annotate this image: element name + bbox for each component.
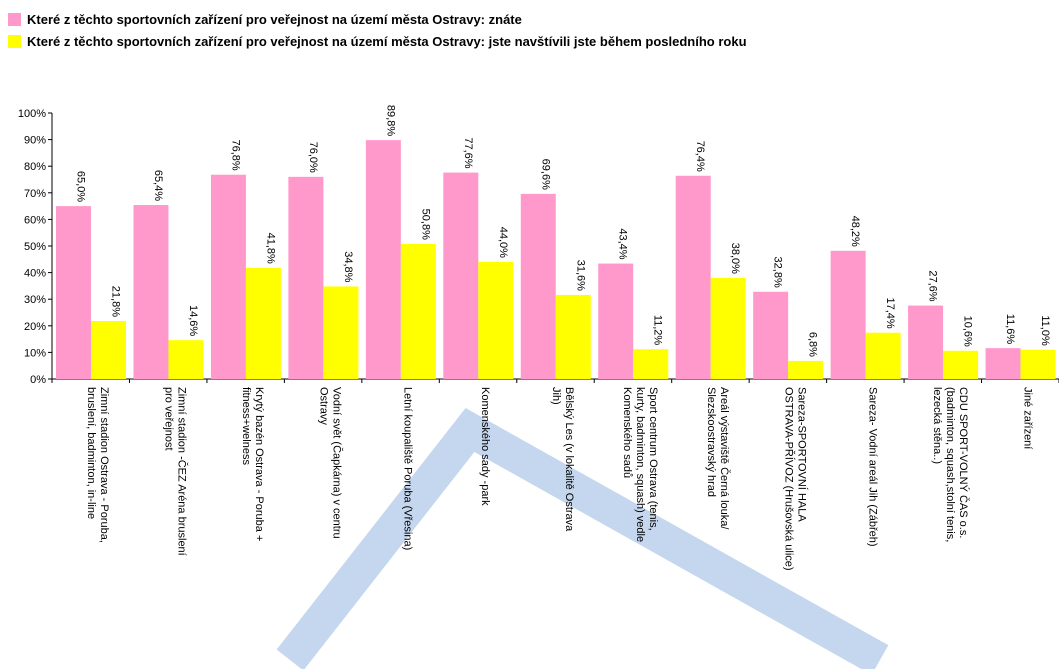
data-label: 48,2% bbox=[849, 216, 861, 247]
data-label: 27,6% bbox=[927, 270, 939, 301]
legend-label-visited: Které z těchto sportovních zařízení pro … bbox=[27, 34, 747, 49]
bar-visited bbox=[711, 278, 746, 379]
data-label: 6,8% bbox=[807, 332, 819, 357]
bar-known bbox=[986, 348, 1021, 379]
bar-known bbox=[831, 251, 866, 379]
data-label: 76,0% bbox=[307, 142, 319, 173]
bar-known bbox=[753, 292, 788, 379]
category-label: CDU SPORT-VOLNÝ ČAS o.s. bbox=[957, 387, 970, 538]
y-tick-label: 20% bbox=[24, 321, 46, 333]
bar-visited bbox=[168, 340, 203, 379]
y-tick-label: 100% bbox=[18, 108, 46, 120]
bar-visited bbox=[91, 321, 126, 379]
category-label: Sareza-SPORTOVNÍ HALA bbox=[795, 387, 808, 522]
legend-swatch-yellow bbox=[8, 35, 21, 48]
category-label: Jih) bbox=[550, 387, 562, 405]
category-label: Sport centrum Ostrava (tenis, bbox=[647, 387, 659, 531]
data-label: 17,4% bbox=[884, 298, 896, 329]
data-label: 41,8% bbox=[264, 233, 276, 264]
category-label: Areál výstaviště Černá louka/ bbox=[718, 387, 731, 530]
data-label: 38,0% bbox=[729, 243, 741, 274]
data-label: 11,6% bbox=[1004, 314, 1016, 345]
category-label: pro veřejnost bbox=[163, 387, 175, 451]
bar-visited bbox=[556, 295, 591, 379]
category-label: Vodní svět (Čapkárna) v centru bbox=[331, 387, 344, 539]
data-label: 65,0% bbox=[75, 171, 87, 202]
y-tick-label: 40% bbox=[24, 268, 46, 280]
bar-known bbox=[598, 264, 633, 379]
category-label: Bělský Les (v lokalitě Ostrava bbox=[563, 387, 575, 532]
bar-visited bbox=[246, 268, 281, 379]
category-label: lezecká stěna..) bbox=[931, 387, 943, 464]
y-tick-label: 0% bbox=[30, 374, 46, 386]
category-label: Komenského sadů bbox=[621, 387, 633, 478]
bar-visited bbox=[866, 333, 901, 379]
bar-known bbox=[443, 173, 478, 379]
y-tick-label: 10% bbox=[24, 347, 46, 359]
data-label: 77,6% bbox=[462, 137, 474, 168]
category-label: Krytý bazén Ostrava - Poruba + bbox=[253, 387, 265, 541]
legend: Které z těchto sportovních zařízení pro … bbox=[8, 8, 747, 52]
bar-known bbox=[288, 177, 323, 379]
y-tick-label: 90% bbox=[24, 135, 46, 147]
data-label: 76,8% bbox=[229, 140, 241, 171]
bar-known bbox=[211, 175, 246, 379]
y-tick-label: 50% bbox=[24, 241, 46, 253]
data-label: 89,8% bbox=[384, 105, 396, 136]
bar-visited bbox=[323, 286, 358, 379]
bar-known bbox=[56, 206, 91, 379]
data-label: 69,6% bbox=[539, 159, 551, 190]
data-label: 11,2% bbox=[652, 315, 664, 346]
bar-visited bbox=[633, 349, 668, 379]
category-label: Ostravy bbox=[318, 387, 330, 425]
y-tick-label: 30% bbox=[24, 294, 46, 306]
data-label: 34,8% bbox=[342, 251, 354, 282]
y-tick-label: 70% bbox=[24, 188, 46, 200]
category-label: Sareza- Vodní areál Jih (Zábřeh) bbox=[866, 387, 878, 547]
legend-label-known: Které z těchto sportovních zařízení pro … bbox=[27, 12, 522, 27]
data-label: 10,6% bbox=[962, 316, 974, 347]
bar-visited bbox=[943, 351, 978, 379]
data-label: 11,0% bbox=[1039, 315, 1051, 346]
category-label: Zimní stadion Ostrava - Poruba, bbox=[98, 387, 110, 543]
data-label: 43,4% bbox=[617, 228, 629, 259]
data-label: 44,0% bbox=[497, 227, 509, 258]
data-label: 65,4% bbox=[152, 170, 164, 201]
bar-visited bbox=[401, 244, 436, 379]
data-label: 14,6% bbox=[187, 305, 199, 336]
data-label: 31,6% bbox=[574, 260, 586, 291]
legend-swatch-pink bbox=[8, 13, 21, 26]
category-label: Letní koupaliště Poruba (Vřesina) bbox=[402, 387, 414, 550]
legend-item-visited: Které z těchto sportovních zařízení pro … bbox=[8, 30, 747, 52]
category-label: OSTRAVA-PŘÍVOZ (Hrušovská ulice) bbox=[782, 387, 795, 571]
bars bbox=[56, 140, 1056, 379]
bar-visited bbox=[478, 262, 513, 379]
data-label: 76,4% bbox=[694, 141, 706, 172]
bar-visited bbox=[788, 361, 823, 379]
bar-known bbox=[521, 194, 556, 379]
y-tick-label: 80% bbox=[24, 161, 46, 173]
category-label: kurty, badminton, squash) vedle bbox=[634, 387, 646, 542]
category-label: Komenského sady -park bbox=[479, 387, 491, 506]
data-label: 32,8% bbox=[772, 257, 784, 288]
category-label: Jiné zařízení bbox=[1021, 387, 1033, 449]
data-label: 50,8% bbox=[419, 209, 431, 240]
category-label: Slezskoostravský hrad bbox=[705, 387, 717, 497]
bar-known bbox=[676, 176, 711, 379]
bar-known bbox=[133, 205, 168, 379]
bar-known bbox=[908, 306, 943, 379]
y-tick-label: 60% bbox=[24, 214, 46, 226]
category-label: fitness+welness bbox=[240, 387, 252, 465]
data-label: 21,8% bbox=[110, 286, 122, 317]
legend-item-known: Které z těchto sportovních zařízení pro … bbox=[8, 8, 747, 30]
category-label: (badminton, squash,stolní tenis, bbox=[944, 387, 956, 542]
category-label: Zimní stadion -ČEZ Aréna bruslení bbox=[176, 387, 189, 556]
bar-known bbox=[366, 140, 401, 379]
bar-visited bbox=[1021, 350, 1056, 379]
category-label: bruslení, badminton, in-line bbox=[85, 387, 97, 519]
